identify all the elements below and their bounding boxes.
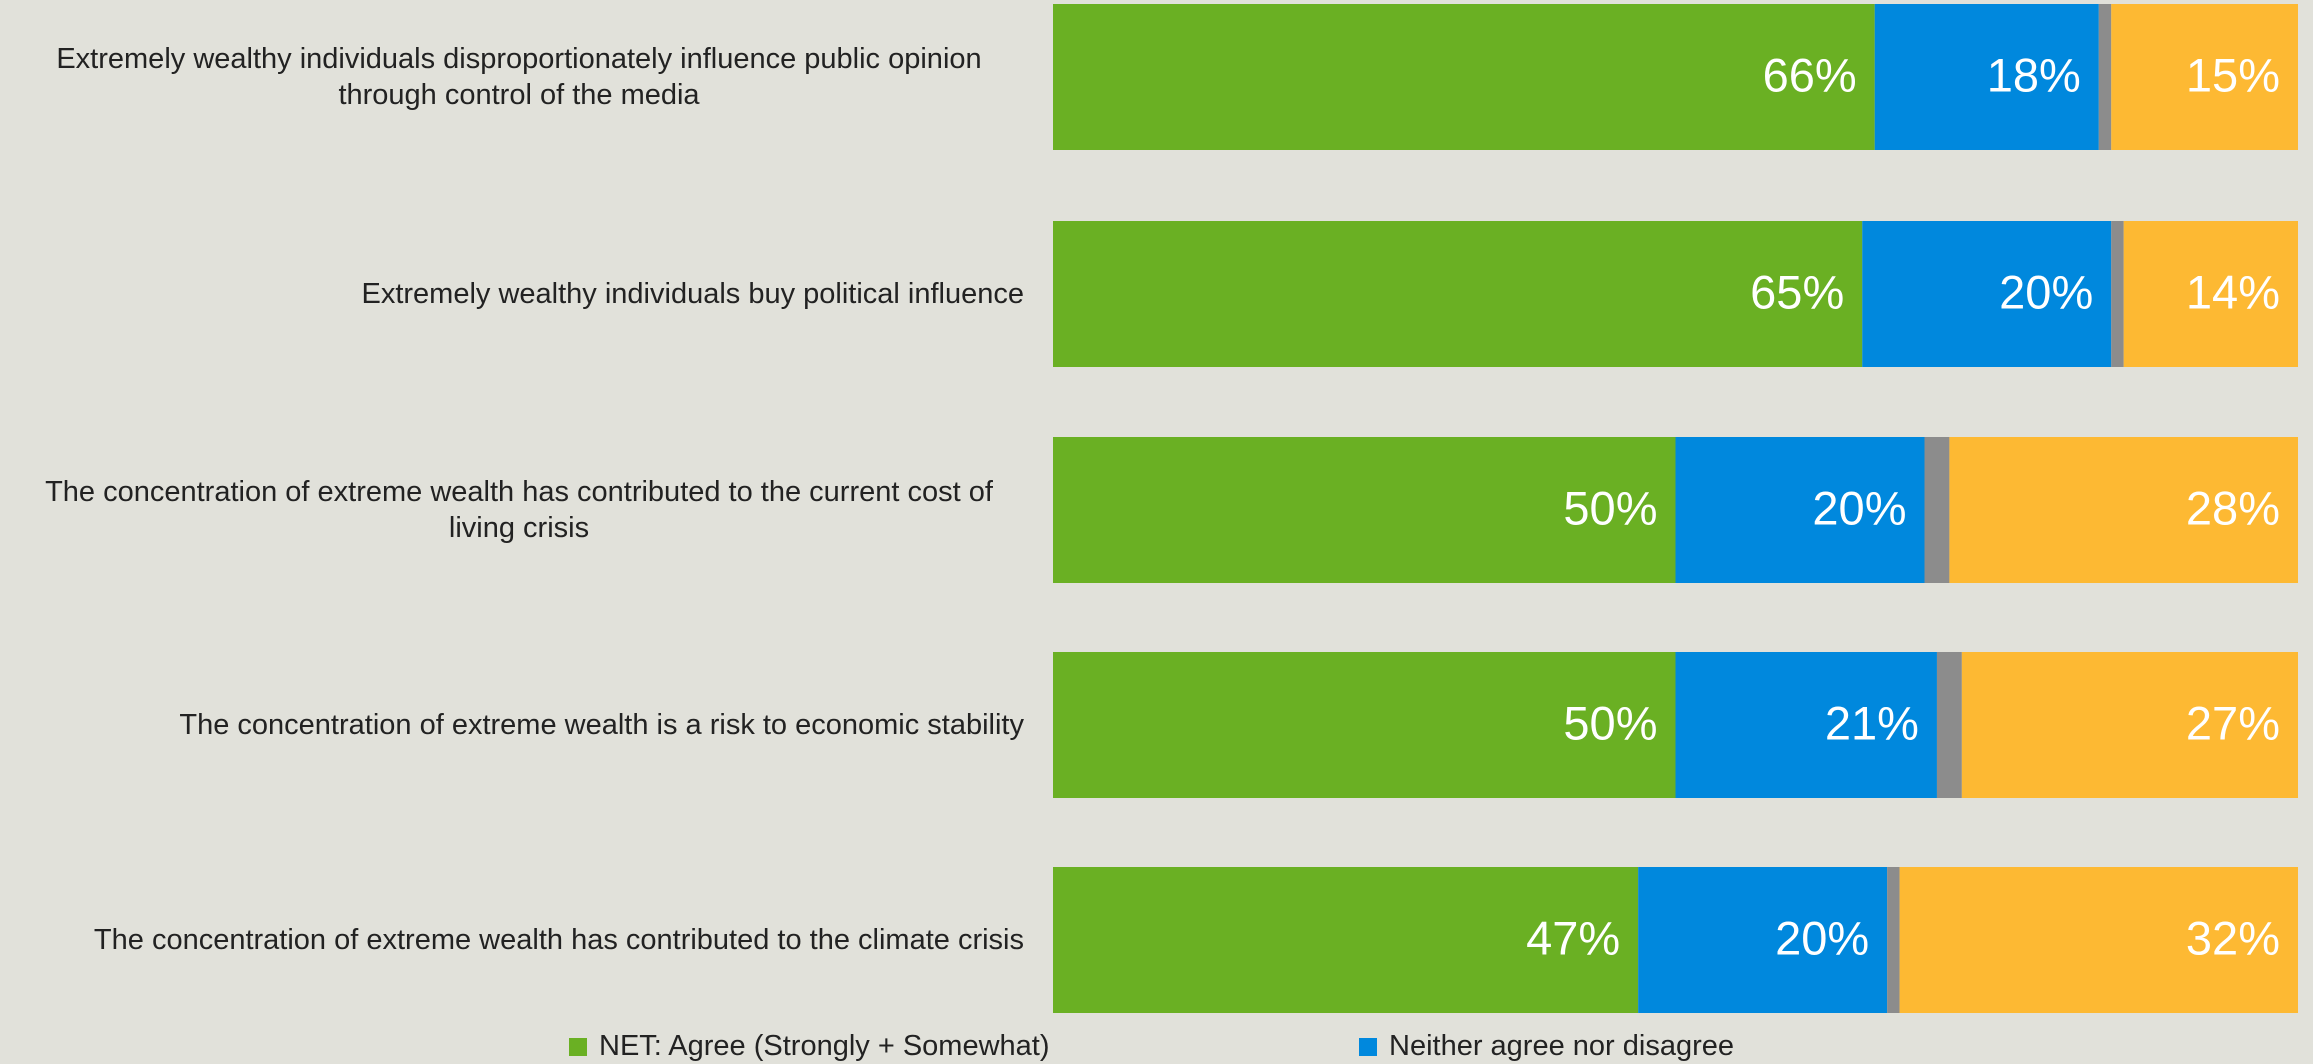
bar-segment xyxy=(1638,867,1888,1013)
data-label: 14% xyxy=(2186,265,2280,318)
category-label: Extremely wealthy individuals buy politi… xyxy=(361,278,1025,310)
bar-segment xyxy=(1053,867,1639,1013)
legend-swatch xyxy=(569,1037,587,1056)
data-label: 65% xyxy=(1750,265,1844,318)
category-label: The concentration of extreme wealth is a… xyxy=(179,709,1024,741)
legend-swatch xyxy=(1359,1037,1377,1056)
bar-segment xyxy=(2098,4,2112,150)
bar-segment xyxy=(1924,437,1950,583)
bar-segment xyxy=(2111,4,2298,150)
data-label: 20% xyxy=(1812,481,1906,534)
category-label-box: Extremely wealthy individuals disproport… xyxy=(14,4,1024,150)
data-label: 50% xyxy=(1563,481,1657,534)
bar-segment xyxy=(1936,652,1962,798)
bar-segment xyxy=(1862,221,2112,367)
category-label-box: The concentration of extreme wealth is a… xyxy=(14,652,1024,798)
bar-segment xyxy=(1887,867,1900,1013)
bar-segment xyxy=(1053,221,1863,367)
data-label: 20% xyxy=(1999,265,2093,318)
bar-segment xyxy=(2123,221,2298,367)
legend-label: NET: Agree (Strongly + Somewhat) xyxy=(599,1030,1050,1062)
category-label: Extremely wealthy individuals disproport… xyxy=(56,43,982,111)
bar-segment xyxy=(1053,437,1676,583)
legend-item: Neither agree nor disagree xyxy=(1359,1030,1734,1063)
data-label: 21% xyxy=(1825,696,1919,749)
data-label: 18% xyxy=(1987,48,2081,101)
category-label-box: The concentration of extreme wealth has … xyxy=(14,437,1024,583)
bar-segment xyxy=(1053,652,1676,798)
data-label: 47% xyxy=(1526,911,1620,964)
data-label: 20% xyxy=(1775,911,1869,964)
category-label-box: The concentration of extreme wealth has … xyxy=(14,867,1024,1013)
data-label: 50% xyxy=(1563,696,1657,749)
bar-segment xyxy=(1675,652,1937,798)
category-label: The concentration of extreme wealth has … xyxy=(93,924,1024,956)
legend-item: NET: Agree (Strongly + Somewhat) xyxy=(569,1030,1050,1063)
bar-segment xyxy=(1874,4,2099,150)
bar-segment xyxy=(1961,652,2298,798)
legend-label: Neither agree nor disagree xyxy=(1389,1030,1734,1062)
category-label-box: Extremely wealthy individuals buy politi… xyxy=(14,221,1025,367)
bar-segment xyxy=(1053,4,1875,150)
data-label: 66% xyxy=(1763,48,1857,101)
bar-segment xyxy=(1949,437,2298,583)
data-label: 28% xyxy=(2186,481,2280,534)
bar-segment xyxy=(1899,867,2298,1013)
data-label: 27% xyxy=(2186,696,2280,749)
bar-segment xyxy=(1675,437,1925,583)
data-label: 15% xyxy=(2186,48,2280,101)
bar-segment xyxy=(2111,221,2124,367)
category-label: The concentration of extreme wealth has … xyxy=(45,476,993,544)
data-label: 32% xyxy=(2186,911,2280,964)
